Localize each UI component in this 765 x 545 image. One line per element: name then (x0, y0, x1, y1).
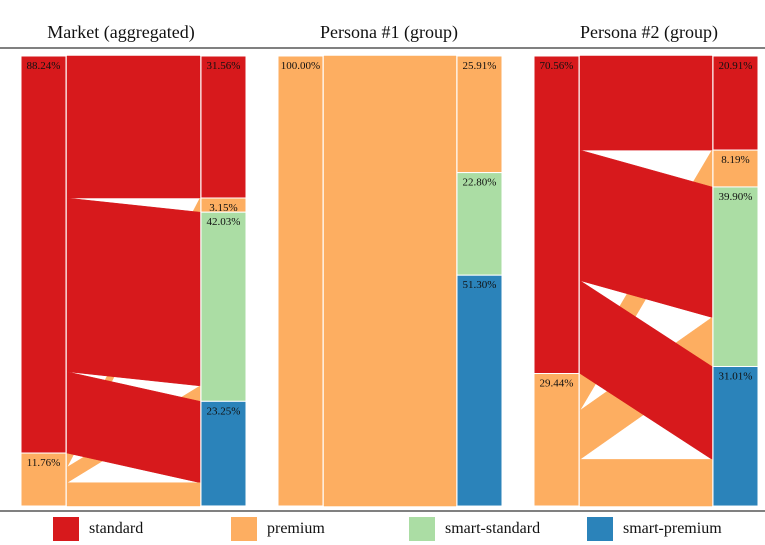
flow-standard-to-smart-standard (579, 149, 713, 318)
panel-title: Market (aggregated) (47, 22, 194, 43)
flow-standard-to-smart-standard (66, 197, 201, 387)
left-bar-standard (533, 55, 580, 375)
flow-premium-to-smart-premium (66, 482, 201, 507)
panel-market: Market (aggregated) 88.24% 11.76% 31.56% 3.… (20, 22, 247, 507)
right-bar-smart-premium (200, 400, 247, 507)
left-label-premium: 29.44% (540, 378, 574, 390)
right-bar-smart-standard (200, 211, 247, 402)
labels-layer: 100.00% 25.91% 22.80% 51.30% (281, 60, 497, 291)
right-label-premium: 3.15% (209, 202, 237, 214)
right-bar-smart-standard (712, 186, 759, 367)
flow-standard-to-standard (579, 55, 713, 151)
legend-item-smart-premium: smart-premium (587, 512, 722, 545)
right-bar-smart-premium (456, 274, 503, 507)
right-bar-standard (200, 55, 247, 199)
left-label-standard: 70.56% (540, 60, 574, 72)
left-bar-premium (20, 452, 67, 507)
flows-layer (66, 55, 201, 507)
right-label-smart-standard: 22.80% (463, 177, 497, 189)
flow-standard-to-standard (66, 55, 201, 199)
legend-item-standard: standard (53, 512, 143, 545)
right-bar-smart-premium (712, 366, 759, 507)
flows-layer (579, 55, 713, 507)
legend-item-smart-standard: smart-standard (409, 512, 540, 545)
panel-title: Persona #2 (group) (580, 22, 718, 43)
left-bar-standard (20, 55, 67, 454)
flow-premium-to-premium (323, 55, 457, 173)
bars-layer (533, 55, 759, 507)
legend: standard premium smart-standard smart-pr… (0, 512, 765, 545)
bars-layer (277, 55, 503, 507)
left-bar-premium (277, 55, 324, 507)
labels-layer: 88.24% 11.76% 31.56% 3.15% 42.03% 23.25% (27, 60, 241, 469)
legend-label: premium (267, 519, 325, 537)
panel-persona-2: Persona #2 (group) 70.56% 29.44% 20.91% 8.1… (533, 22, 759, 507)
panel-title: Persona #1 (group) (320, 22, 458, 43)
right-bar-premium (456, 55, 503, 174)
flow-premium-to-smart-premium (323, 274, 457, 507)
legend-swatch-standard (53, 516, 79, 541)
right-label-smart-premium: 31.01% (719, 371, 753, 383)
right-label-smart-premium: 51.30% (463, 279, 497, 291)
legend-swatch-smart-premium (587, 516, 613, 541)
flow-premium-to-smart-premium (579, 459, 713, 507)
right-label-smart-premium: 23.25% (207, 405, 241, 417)
left-label-premium: 11.76% (27, 457, 61, 469)
legend-swatch-premium (231, 516, 257, 541)
right-label-premium: 25.91% (463, 60, 497, 72)
legend-label: smart-premium (623, 519, 722, 537)
left-bar-premium (533, 373, 580, 507)
right-label-standard: 31.56% (207, 60, 241, 72)
right-label-smart-standard: 42.03% (207, 216, 241, 228)
right-bar-premium (712, 149, 759, 188)
flow-premium-to-smart-standard (323, 172, 457, 276)
left-label-standard: 88.24% (27, 60, 61, 72)
legend-label: smart-standard (445, 519, 541, 537)
right-bar-standard (712, 55, 759, 151)
flows-layer (323, 55, 457, 507)
right-label-premium: 8.19% (721, 154, 749, 166)
legend-swatch-smart-standard (409, 516, 435, 541)
right-label-smart-standard: 39.90% (719, 191, 753, 203)
right-label-standard: 20.91% (719, 60, 753, 72)
labels-layer: 70.56% 29.44% 20.91% 8.19% 39.90% 31.01% (540, 60, 753, 390)
panel-persona-1: Persona #1 (group) 100.00% 25.91% 22.80% 51… (277, 22, 503, 507)
legend-item-premium: premium (231, 512, 325, 545)
left-label-premium: 100.00% (281, 60, 320, 72)
bars-layer (20, 55, 247, 507)
legend-label: standard (89, 519, 144, 537)
